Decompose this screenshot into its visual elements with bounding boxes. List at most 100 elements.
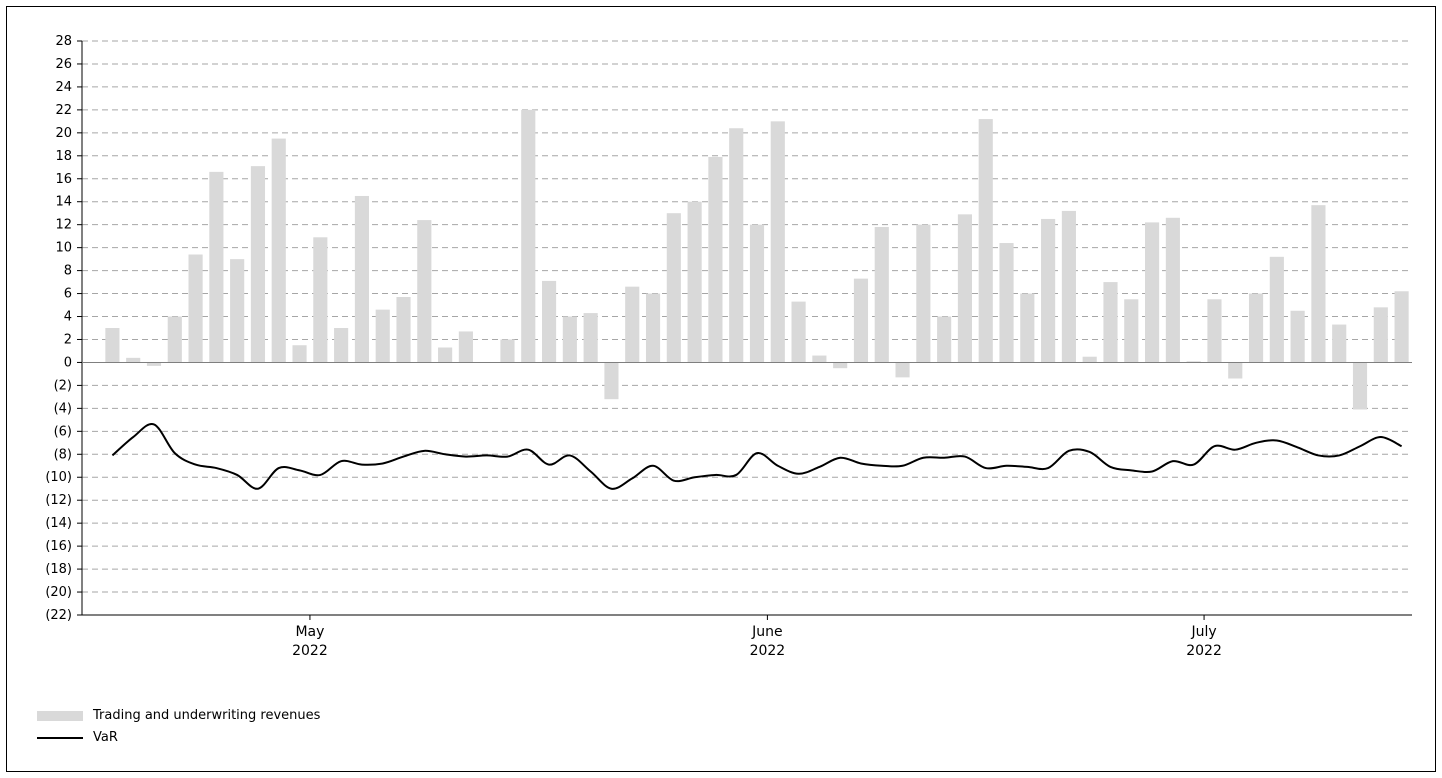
revenue-bar [604,362,619,400]
revenue-bar [916,224,931,363]
y-tick-label: 4 [64,310,72,325]
revenue-bar [1394,291,1409,363]
axes [77,40,1412,620]
revenue-bar [687,201,702,363]
revenue-bar [396,297,411,363]
revenue-bar [188,254,203,363]
revenue-bar [729,128,744,363]
revenue-bar [1228,362,1243,379]
revenue-bar [749,224,765,363]
revenue-bar [209,171,224,363]
revenue-bar [521,109,536,363]
revenue-bar [895,362,910,378]
revenue-bar [812,355,827,363]
revenue-bar [1124,299,1139,363]
y-tick-labels: 2826242220181614121086420(2)(4)(6)(8)(10… [45,34,72,623]
chart-frame: 28 26 24 22 20 18 16 14 12 10 8 6 4 2 0 (2) (4) (6) (8) (10… [6,6,1436,772]
revenue-bar [1373,307,1388,363]
y-tick-label: (16) [45,539,72,554]
revenue-bar [833,362,848,369]
x-tick-labels: May 2022 June 2022 July 2022 [292,624,1222,659]
revenue-bar [957,214,973,363]
revenue-bar [937,316,952,363]
y-tick-label: (14) [45,516,72,531]
revenue-bar [583,313,598,363]
revenue-bar [770,121,785,363]
revenue-bar [458,331,473,363]
y-tick-label: 10 [55,241,72,256]
revenue-bar [645,293,661,363]
revenue-bar [167,316,182,363]
y-tick-label: 6 [64,287,72,302]
y-tick-label: (6) [54,424,72,439]
y-tick-label: 20 [55,126,72,141]
revenue-bar [105,328,120,363]
var-line [111,423,1403,490]
revenue-bar [1082,356,1097,363]
y-tick-label: 18 [55,149,72,164]
x-tick-month: May [295,624,324,640]
revenue-bar [1269,256,1284,363]
revenue-bar [1145,222,1160,363]
revenue-bar [1290,310,1305,363]
revenue-bar [271,138,286,363]
revenue-bar [541,280,557,363]
revenue-bar [853,278,869,363]
revenue-bar [1186,361,1201,363]
revenue-bar [1041,218,1056,363]
chart: 2826242220181614121086420(2)(4)(6)(8)(10… [45,34,1412,659]
revenue-bar [1352,362,1368,410]
revenue-bar [1061,210,1076,363]
x-tick-year: 2022 [750,643,786,659]
y-tick-label: 16 [55,172,72,187]
revenue-bar [292,345,307,363]
y-tick-label: (12) [45,493,72,508]
revenue-bar [1311,205,1326,363]
revenue-bar [1207,299,1222,363]
legend-swatch-line [37,736,83,739]
y-tick-label: (4) [54,401,72,416]
y-tick-label: 0 [64,355,72,370]
revenue-bar [666,213,681,363]
revenue-bar [874,226,889,363]
revenue-bar [438,347,453,363]
revenue-bars [105,109,1409,410]
revenue-bar [126,357,141,363]
y-tick-label: 2 [64,332,72,347]
revenue-bar [625,286,640,363]
revenue-bar [1103,282,1118,363]
y-tick-label: 28 [55,34,72,49]
y-tick-label: (8) [54,447,72,462]
y-tick-label: (18) [45,562,72,577]
revenue-bar [708,156,723,363]
legend-label-var: VaR [93,730,118,745]
y-tick-label: (2) [54,378,72,393]
var-line-path [111,423,1403,490]
revenue-bar [1248,293,1264,363]
revenue-bar [999,243,1014,363]
x-tick-month: June [751,624,783,640]
revenue-bar [978,119,993,363]
revenue-bar [146,362,162,366]
y-tick-label: 26 [55,57,72,72]
revenue-bar [500,339,515,363]
y-tick-label: 8 [64,264,72,279]
y-tick-label: (20) [45,585,72,600]
revenue-bar [417,220,432,363]
y-tick-label: 24 [55,80,72,95]
y-tick-label: 14 [55,195,72,210]
y-tick-label: 22 [55,103,72,118]
revenue-bar [1332,324,1347,363]
legend-entry-var: VaR [37,730,118,745]
x-tick-month: July [1190,624,1216,640]
revenue-bar [230,259,245,363]
revenue-bar [250,166,266,363]
legend-entry-revenues: Trading and underwriting revenues [37,708,320,723]
legend-swatch-bar [37,710,83,721]
revenue-bar [334,328,349,363]
x-tick-year: 2022 [1186,643,1222,659]
y-tick-label: 12 [55,218,72,233]
revenue-bar [375,309,390,363]
x-tick-year: 2022 [292,643,328,659]
y-tick-label: (10) [45,470,72,485]
